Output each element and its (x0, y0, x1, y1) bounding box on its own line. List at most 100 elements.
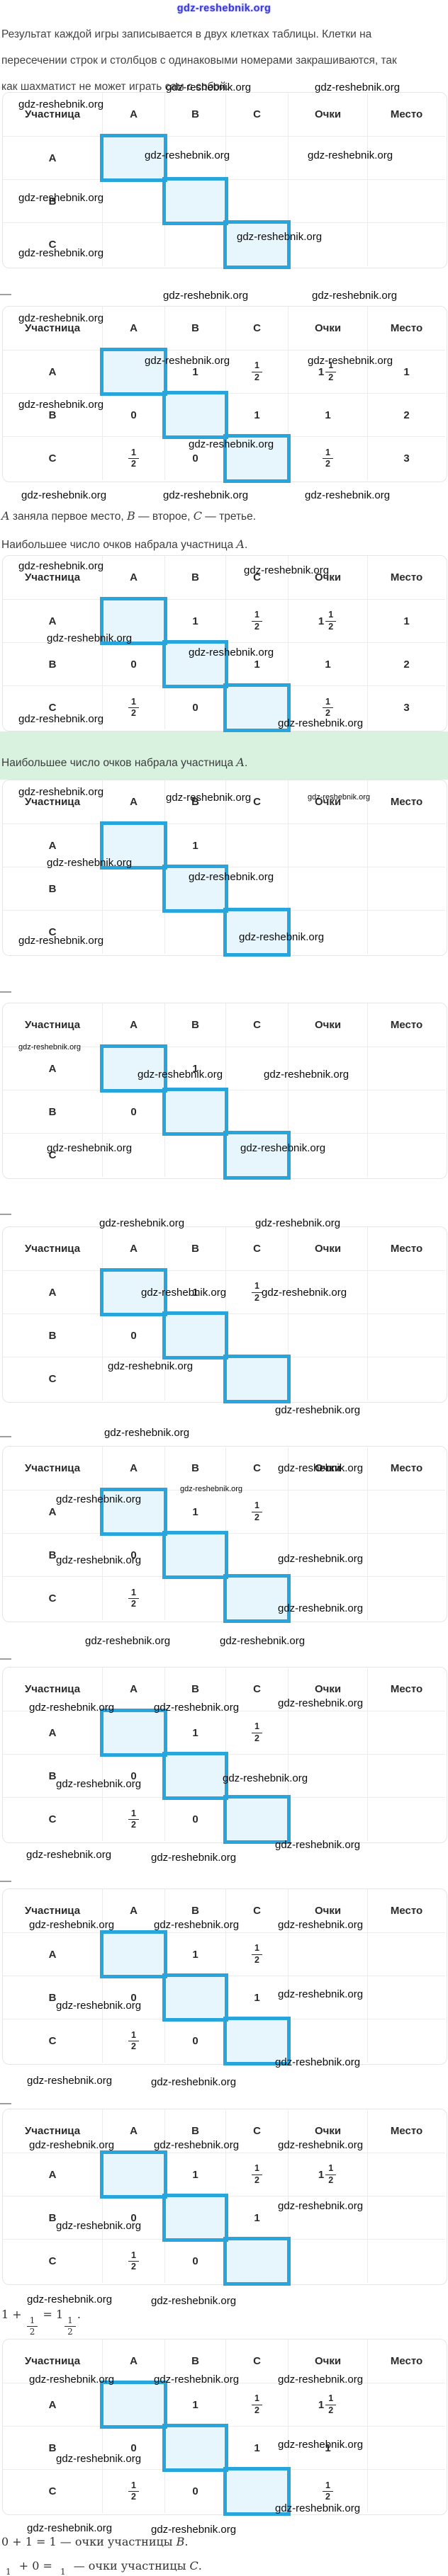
result-cell (368, 223, 445, 266)
column-header: C (226, 93, 289, 137)
result-cell (368, 137, 445, 180)
result-cell (368, 1711, 445, 1755)
watermark: gdz-reshebnik.org (166, 81, 252, 93)
result-cell (368, 2470, 445, 2513)
result-cell (226, 1314, 289, 1357)
separator-dash: — (0, 1875, 11, 1887)
row-label: B (3, 1314, 103, 1357)
shaded-diagonal-cell (100, 597, 167, 645)
watermark: gdz-reshebnik.org (27, 2075, 113, 2087)
column-header: A (103, 1447, 165, 1491)
result-cell: 1 (165, 600, 226, 643)
watermark: gdz-reshebnik.org (305, 489, 391, 501)
watermark: gdz-reshebnik.org (163, 489, 249, 501)
watermark: gdz-reshebnik.org (138, 1068, 223, 1081)
watermark: gdz-reshebnik.org (163, 290, 249, 302)
watermark: gdz-reshebnik.org (141, 1287, 227, 1299)
result-cell (289, 1534, 368, 1577)
result-cell (368, 1134, 445, 1177)
row-label: A (3, 1711, 103, 1755)
column-header: Участница (3, 93, 103, 137)
column-header: B (165, 1889, 226, 1933)
watermark: gdz-reshebnik.org (275, 1839, 361, 1851)
result-cell (103, 223, 165, 266)
watermark: gdz-reshebnik.org (154, 1919, 240, 1931)
watermark: gdz-reshebnik.org (29, 1919, 115, 1931)
result-cell: 0 (103, 1090, 165, 1134)
result-cell (103, 180, 165, 223)
result-cell (368, 1933, 445, 1976)
shaded-diagonal-cell (162, 2424, 228, 2472)
watermark: gdz-reshebnik.org (29, 1702, 115, 1714)
watermark: gdz-reshebnik.org (180, 1485, 243, 1493)
separator-dash: — (0, 1653, 11, 1665)
results-grid: Участница A B C Очки Место A B C (3, 93, 447, 269)
row-label: C (3, 437, 103, 480)
results-table-7: Участница A B C Очки Место A 1 1 2 B 0 C 1 2 gdz-resheb… (2, 1446, 447, 1623)
final-formulas: 0 + 1 = 1 — очки участницы B. 12 + 0 = 1… (0, 2502, 448, 2576)
row-label: B (3, 2196, 103, 2240)
separator-dash: — (0, 2097, 11, 2109)
row-label: B (3, 1755, 103, 1798)
column-header: B (165, 1227, 226, 1271)
result-cell: 3 (403, 452, 410, 465)
result-cell (368, 180, 445, 223)
separator: — gdz-reshebnik.org gdz-reshebnik.org gdz-… (0, 1839, 448, 1888)
separator: — gdz-reshebnik.org gdz-reshebnik.org (0, 1179, 448, 1229)
column-header: Очки (289, 2109, 368, 2153)
shaded-diagonal-cell (162, 1973, 228, 2022)
result-cell (368, 1271, 445, 1314)
column-header: Место (368, 1447, 445, 1491)
math-variable: A (236, 756, 245, 769)
result-cell: 1 (289, 394, 368, 437)
shaded-diagonal-cell (162, 1752, 228, 1800)
column-header: Место (368, 1227, 445, 1271)
result-cell: 0 (165, 2470, 226, 2513)
result-cell (103, 1357, 165, 1401)
row-label: C (3, 911, 103, 954)
watermark: gdz-reshebnik.org (262, 1287, 347, 1299)
row-label: B (3, 2427, 103, 2470)
watermark: gdz-reshebnik.org (278, 1553, 364, 1565)
result-cell (368, 824, 445, 867)
watermark: gdz-reshebnik.org (223, 1772, 308, 1784)
row-label: B (3, 1534, 103, 1577)
result-cell: 1 (165, 1933, 226, 1976)
results-grid: Участница A B C Очки Место A 1 1 2 B 0 C 1 2 0 (3, 1668, 447, 1844)
column-header: C (226, 1003, 289, 1047)
result-cell (165, 1577, 226, 1620)
separator-dash: — (0, 1430, 11, 1442)
column-header: Место (368, 307, 445, 351)
watermark: gdz-reshebnik.org (47, 857, 133, 869)
result-cell (226, 1047, 289, 1090)
watermark: gdz-reshebnik.org (278, 1697, 364, 1709)
watermark: gdz-reshebnik.org (308, 793, 371, 802)
column-header: A (103, 307, 165, 351)
separator-dash: — (0, 1208, 11, 1220)
watermark: gdz-reshebnik.org (18, 560, 104, 572)
answer-text: Наибольшее число очков набрала участница… (1, 756, 248, 769)
shaded-diagonal-cell (223, 1355, 291, 1403)
column-header: Место (368, 1003, 445, 1047)
watermark: gdz-reshebnik.org (85, 1635, 171, 1647)
result-cell: 1 (165, 2153, 226, 2196)
column-header: B (165, 2109, 226, 2153)
watermark: gdz-reshebnik.org (29, 2373, 115, 2386)
watermark: gdz-reshebnik.org (27, 2522, 113, 2534)
row-label: C (3, 1357, 103, 1401)
watermark: gdz-reshebnik.org (18, 312, 104, 324)
watermark: gdz-reshebnik.org (18, 935, 104, 947)
